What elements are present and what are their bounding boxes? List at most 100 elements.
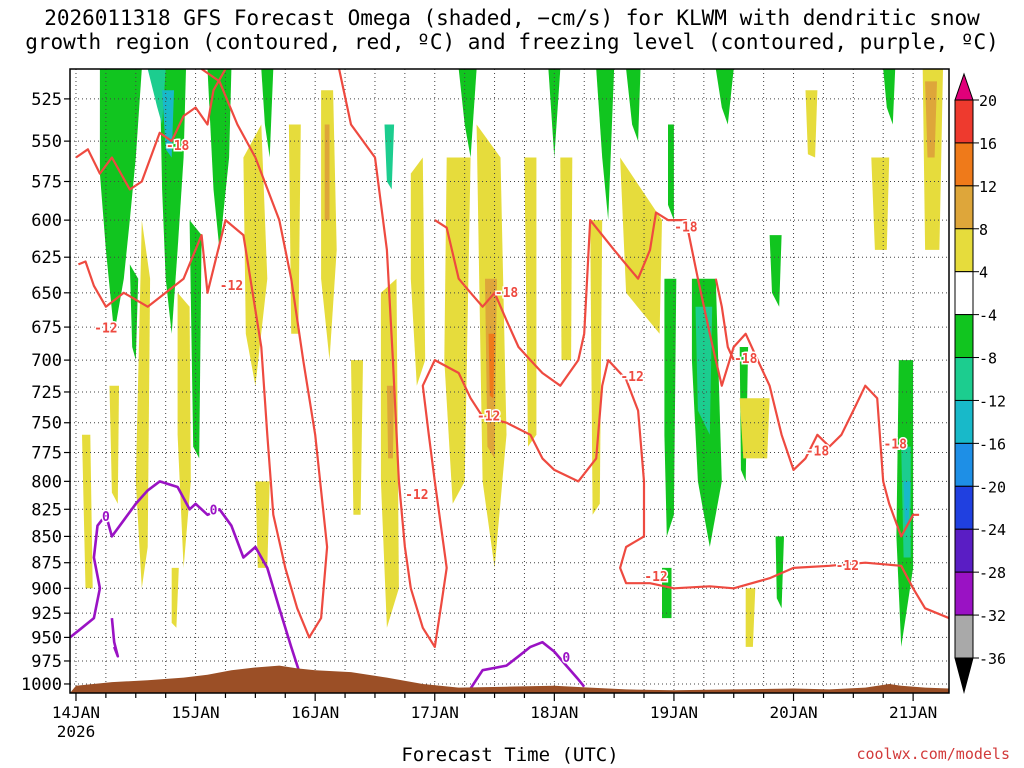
y-tick-label-800: 800 <box>31 472 62 492</box>
colorbar-label-1: 16 <box>979 135 997 153</box>
x-tick-label-18JAN: 18JAN <box>530 703 578 722</box>
x-axis-label: Forecast Time (UTC) <box>401 744 619 766</box>
dendritic-contour--12-0 <box>77 69 329 639</box>
y-tick-label-650: 650 <box>31 284 62 304</box>
chart-title-line-1: 2026011318 GFS Forecast Omega (shaded, −… <box>44 6 980 30</box>
gridlines <box>70 69 949 693</box>
y-tick-label-850: 850 <box>31 527 62 547</box>
freezing-contour-1 <box>110 617 120 658</box>
omega-region-0-8 <box>626 69 641 142</box>
colorbar-bin-13 <box>954 614 974 659</box>
y-tick-label-925: 925 <box>31 604 62 624</box>
freezing-contour-0 <box>70 480 305 685</box>
contour-layer <box>70 69 949 690</box>
colorbar-label-13: -36 <box>979 650 1006 668</box>
terrain-layer <box>70 665 949 693</box>
omega-region-4-3 <box>324 124 330 221</box>
contour-label-11: -12 <box>836 559 859 574</box>
y-tick-label-600: 600 <box>31 211 62 231</box>
x-tick-label-16JAN: 16JAN <box>291 703 339 722</box>
omega-region-3-10 <box>560 157 573 361</box>
y-tick-label-725: 725 <box>31 383 62 403</box>
dendritic-contour--18-3 <box>75 69 227 191</box>
omega-region-0-12 <box>664 278 677 537</box>
omega-region-0-4 <box>189 220 202 459</box>
y-tick-label-775: 775 <box>31 444 62 464</box>
colorbar-bin-10 <box>954 485 974 530</box>
y-tick-label-575: 575 <box>31 172 62 192</box>
contour-label-0: -18 <box>166 139 190 154</box>
x-tick-sublabel-2026: 2026 <box>57 722 96 741</box>
omega-region-3-9 <box>524 157 537 447</box>
y-tick-label-675: 675 <box>31 318 62 338</box>
omega-region-3-0 <box>82 434 93 589</box>
omega-region-3-1 <box>135 220 151 589</box>
colorbar-top-arrow <box>954 72 974 101</box>
dendritic-contour--18-5 <box>714 278 735 361</box>
chart-title-line-2: growth region (contoured, red, ºC) and f… <box>25 30 999 54</box>
omega-region-0-14 <box>883 69 896 125</box>
y-tick-label-900: 900 <box>31 579 62 599</box>
omega-region-3-16 <box>739 398 770 459</box>
y-tick-label-750: 750 <box>31 414 62 434</box>
omega-region-2-1 <box>903 481 911 526</box>
credit-link[interactable]: coolwx.com/models <box>856 745 1010 763</box>
terrain-fill <box>70 665 949 693</box>
contour-label-3: -18 <box>495 286 519 301</box>
colorbar-label-0: 20 <box>979 92 997 110</box>
omega-region-5-0 <box>488 333 495 399</box>
omega-region-0-0 <box>99 69 142 334</box>
omega-region-0-10 <box>715 69 734 125</box>
y-tick-label-1000: 1000 <box>21 675 62 695</box>
contour-label-6: -12 <box>620 370 643 385</box>
x-tick-label-19JAN: 19JAN <box>650 703 698 722</box>
omega-region-3-11 <box>590 220 603 515</box>
omega-region-0-6 <box>458 69 477 158</box>
contour-label-9: -18 <box>806 444 830 459</box>
omega-region-0-16 <box>662 567 672 619</box>
y-tick-label-625: 625 <box>31 248 62 268</box>
colorbar-label-4: 4 <box>979 264 988 282</box>
y-axis: 525 550 575 600 625 650 675 700 725 750 775 800 825 8… <box>21 90 70 695</box>
y-tick-label-550: 550 <box>31 132 62 152</box>
colorbar-label-9: -20 <box>979 478 1006 496</box>
omega-region-3-2 <box>177 292 191 568</box>
colorbar-label-10: -24 <box>979 521 1006 539</box>
omega-region-3-18 <box>255 481 270 568</box>
colorbar-bin-5 <box>954 271 974 316</box>
dendritic-contour--18-4 <box>434 211 920 538</box>
omega-shading-layer <box>82 69 943 647</box>
omega-region-3-12 <box>620 157 662 334</box>
contour-label-12: -12 <box>644 570 667 585</box>
omega-region-0-5 <box>261 69 274 158</box>
x-tick-label-20JAN: 20JAN <box>769 703 817 722</box>
colorbar-bin-12 <box>954 571 974 616</box>
colorbar-label-7: -12 <box>979 392 1006 410</box>
omega-region-0-9 <box>668 124 674 221</box>
y-tick-label-950: 950 <box>31 628 62 648</box>
omega-region-3-19 <box>351 360 363 515</box>
contour-label-7: -18 <box>674 221 698 236</box>
colorbar: 20 16 12 8 4 -4 -8 -12 -16 -20 -24 -28 -32 -36 <box>954 72 1006 694</box>
contour-label-1: -12 <box>220 279 243 294</box>
colorbar-label-6: -8 <box>979 350 997 368</box>
omega-region-0-1 <box>129 264 139 361</box>
x-tick-label-14JAN: 14JAN <box>52 703 100 722</box>
colorbar-label-2: 12 <box>979 178 997 196</box>
colorbar-bin-11 <box>954 528 974 573</box>
y-tick-label-825: 825 <box>31 500 62 520</box>
omega-region-1-1 <box>695 306 713 435</box>
chart-title: 2026011318 GFS Forecast Omega (shaded, −… <box>0 6 1024 54</box>
contour-labels: -18 -12 -12 -18 -12 -12 -12 -18 -18 -18 -18 -12 -12 0… <box>93 138 909 668</box>
omega-region-3-6 <box>410 157 426 386</box>
omega-region-3-22 <box>171 567 179 628</box>
omega-region-3-21 <box>109 385 119 504</box>
omega-region-3-7 <box>444 157 471 504</box>
freezing-contour-2 <box>469 640 586 690</box>
colorbar-bin-6 <box>954 314 974 359</box>
contour-label-10: -18 <box>883 437 907 452</box>
colorbar-label-11: -28 <box>979 564 1006 582</box>
omega-region-4-1 <box>925 81 937 158</box>
